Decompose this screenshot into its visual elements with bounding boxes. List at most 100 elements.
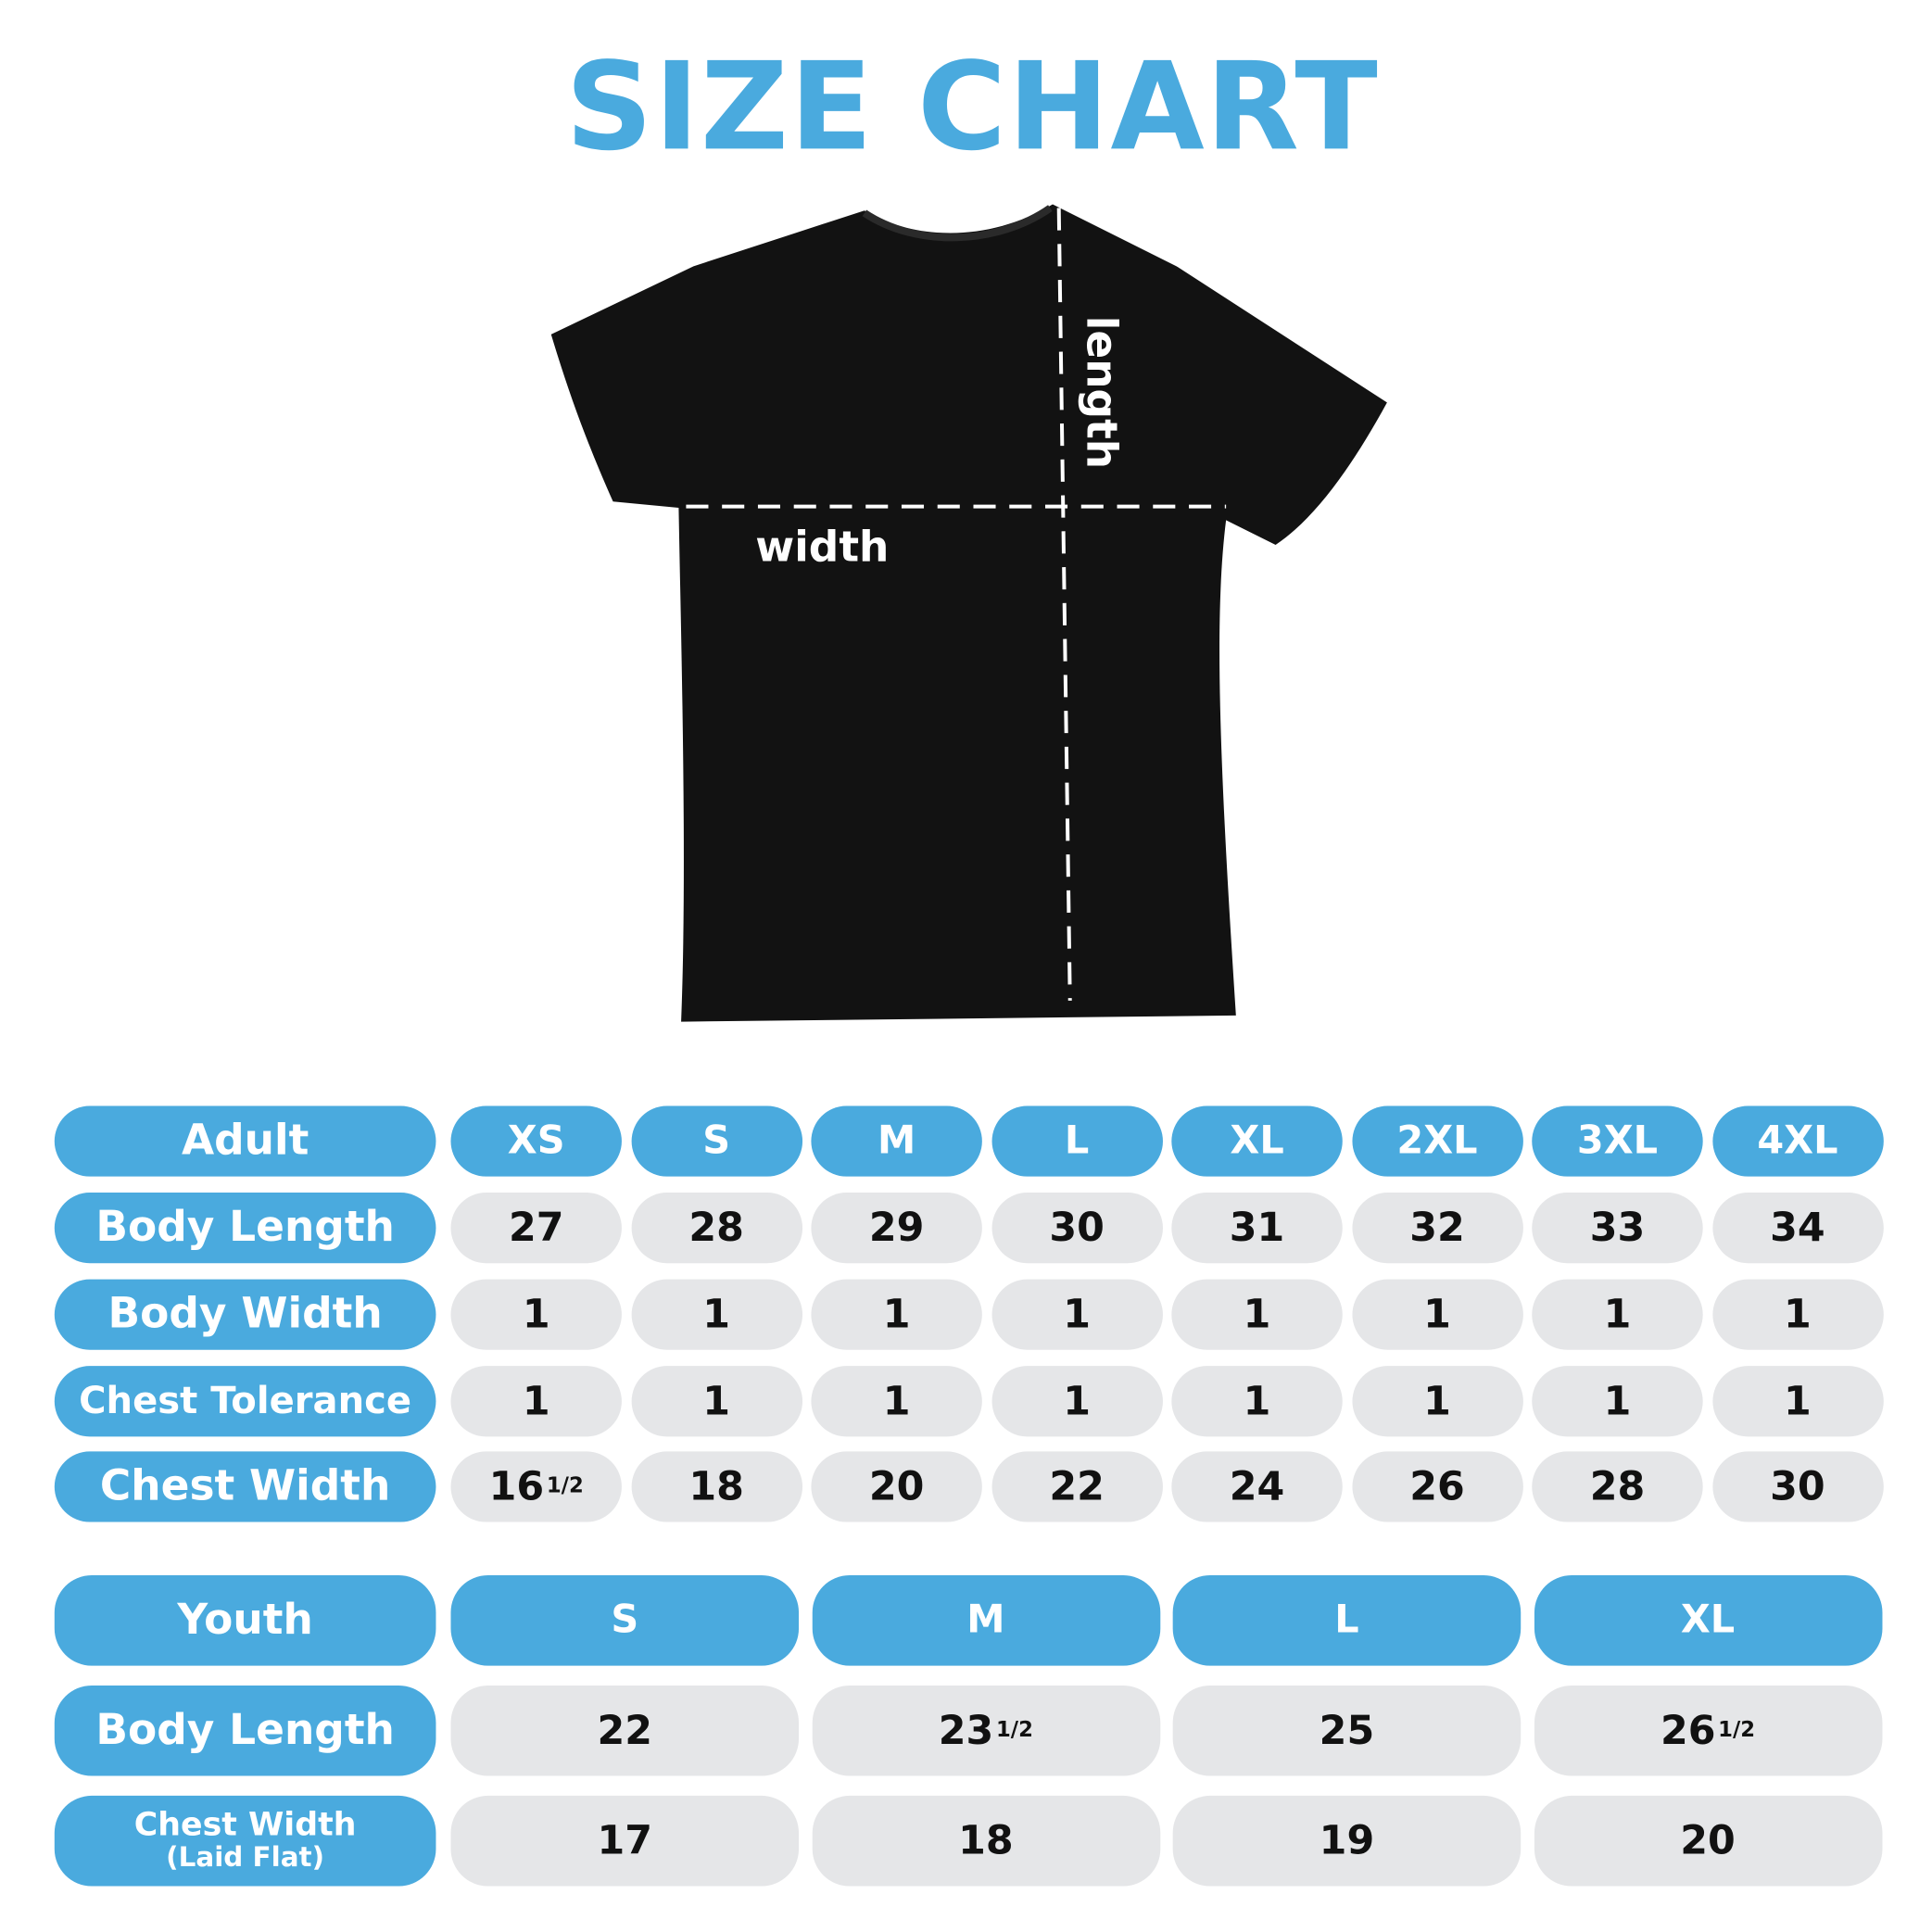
cell-value: 33 <box>1589 1203 1646 1251</box>
cell-value: 1 <box>1784 1290 1812 1338</box>
adult-cell: 29 <box>811 1193 982 1264</box>
size-label: L <box>1334 1597 1359 1643</box>
size-label: XL <box>1230 1118 1284 1164</box>
size-label: XL <box>1680 1597 1736 1643</box>
youth-cell: 26 1/2 <box>1534 1685 1882 1776</box>
cell-value: 25 <box>1319 1706 1375 1754</box>
cell-value: 18 <box>958 1816 1014 1864</box>
size-label: M <box>877 1118 916 1164</box>
youth-cell: 22 <box>450 1685 800 1776</box>
cell-value: 1 <box>882 1290 911 1338</box>
adult-size-3XL: 3XL <box>1532 1105 1703 1177</box>
youth-cell: 20 <box>1534 1795 1882 1887</box>
adult-cell: 16 1/2 <box>450 1451 622 1522</box>
size-label: M <box>966 1597 1005 1643</box>
size-label: XS <box>507 1118 565 1164</box>
cell-value: 20 <box>868 1462 925 1509</box>
cell-value: 1 <box>1243 1290 1271 1338</box>
youth-cell: 25 <box>1172 1685 1522 1776</box>
cell-value: 1 <box>702 1376 731 1424</box>
adult-cell: 18 <box>630 1451 802 1522</box>
youth-header: Youth <box>54 1575 436 1666</box>
adult-cell: 1 <box>450 1366 622 1437</box>
adult-cell: 1 <box>991 1366 1163 1437</box>
cell-value: 28 <box>1589 1462 1646 1509</box>
adult-cell: 33 <box>1532 1193 1703 1264</box>
youth-row-label: Body Length <box>54 1685 436 1776</box>
tshirt-diagram: width length <box>550 204 1387 1022</box>
row-label-text: Chest Width <box>133 1807 357 1845</box>
cell-value: 27 <box>508 1203 564 1251</box>
adult-cell: 1 <box>450 1279 622 1350</box>
adult-cell: 1 <box>1351 1279 1523 1350</box>
adult-cell: 32 <box>1351 1193 1523 1264</box>
cell-value: 1 <box>1063 1290 1091 1338</box>
cell-value: 23 <box>938 1706 994 1754</box>
cell-value: 1 <box>882 1376 911 1424</box>
adult-row-label: Chest Tolerance <box>54 1366 436 1437</box>
page-title: SIZE CHART <box>565 37 1380 179</box>
cell-value: 28 <box>688 1203 744 1251</box>
row-sublabel-text: (Laid Flat) <box>166 1842 325 1874</box>
youth-cell: 19 <box>1172 1795 1522 1887</box>
cell-fraction: 1/2 <box>995 1717 1033 1742</box>
adult-size-2XL: 2XL <box>1351 1105 1523 1177</box>
youth-size-M: M <box>812 1575 1160 1666</box>
youth-cell: 23 1/2 <box>812 1685 1160 1776</box>
cell-value: 32 <box>1409 1203 1465 1251</box>
adult-size-XL: XL <box>1171 1105 1343 1177</box>
adult-cell: 1 <box>630 1366 802 1437</box>
adult-cell: 1 <box>1171 1279 1343 1350</box>
cell-fraction: 1/2 <box>546 1472 584 1498</box>
cell-value: 1 <box>1603 1376 1632 1424</box>
youth-row-label: Chest Width (Laid Flat) <box>54 1795 436 1887</box>
cell-value: 1 <box>1243 1376 1271 1424</box>
length-label: length <box>1077 316 1126 469</box>
size-label: L <box>1064 1118 1090 1164</box>
adult-cell: 22 <box>991 1451 1163 1522</box>
cell-value: 18 <box>688 1462 744 1509</box>
adult-cell: 31 <box>1171 1193 1343 1264</box>
cell-value: 1 <box>1423 1376 1451 1424</box>
adult-size-XS: XS <box>450 1105 622 1177</box>
adult-header: Adult <box>54 1105 436 1177</box>
cell-value: 29 <box>868 1203 925 1251</box>
youth-size-S: S <box>450 1575 800 1666</box>
adult-cell: 1 <box>811 1366 982 1437</box>
cell-value: 1 <box>702 1290 731 1338</box>
row-label-text: Chest Width <box>99 1460 391 1511</box>
adult-cell: 1 <box>991 1279 1163 1350</box>
cell-value: 1 <box>522 1376 550 1424</box>
cell-value: 16 <box>488 1462 545 1509</box>
adult-cell: 30 <box>1711 1451 1884 1522</box>
adult-cell: 30 <box>991 1193 1163 1264</box>
cell-value: 24 <box>1229 1462 1285 1509</box>
adult-row-label: Body Width <box>54 1279 436 1350</box>
adult-cell: 1 <box>1351 1366 1523 1437</box>
cell-value: 19 <box>1319 1816 1375 1864</box>
adult-cell: 27 <box>450 1193 622 1264</box>
adult-cell: 1 <box>630 1279 802 1350</box>
cell-value: 26 <box>1409 1462 1465 1509</box>
cell-value: 1 <box>522 1290 550 1338</box>
cell-value: 1 <box>1784 1376 1812 1424</box>
adult-cell: 34 <box>1711 1193 1884 1264</box>
adult-size-S: S <box>630 1105 802 1177</box>
size-label: 4XL <box>1757 1118 1838 1164</box>
cell-value: 20 <box>1680 1816 1736 1864</box>
adult-cell: 24 <box>1171 1451 1343 1522</box>
youth-size-XL: XL <box>1534 1575 1882 1666</box>
adult-size-4XL: 4XL <box>1711 1105 1884 1177</box>
adult-cell: 1 <box>1532 1366 1703 1437</box>
row-label-text: Body Width <box>107 1288 383 1339</box>
adult-cell: 28 <box>630 1193 802 1264</box>
row-label-text: Body Length <box>95 1704 395 1755</box>
adult-row-label: Chest Width <box>54 1451 436 1522</box>
size-label: S <box>702 1118 731 1164</box>
tshirt-shape <box>550 204 1387 1022</box>
adult-size-M: M <box>811 1105 982 1177</box>
youth-cell: 18 <box>812 1795 1160 1887</box>
cell-value: 22 <box>1049 1462 1105 1509</box>
cell-value: 26 <box>1660 1706 1716 1754</box>
